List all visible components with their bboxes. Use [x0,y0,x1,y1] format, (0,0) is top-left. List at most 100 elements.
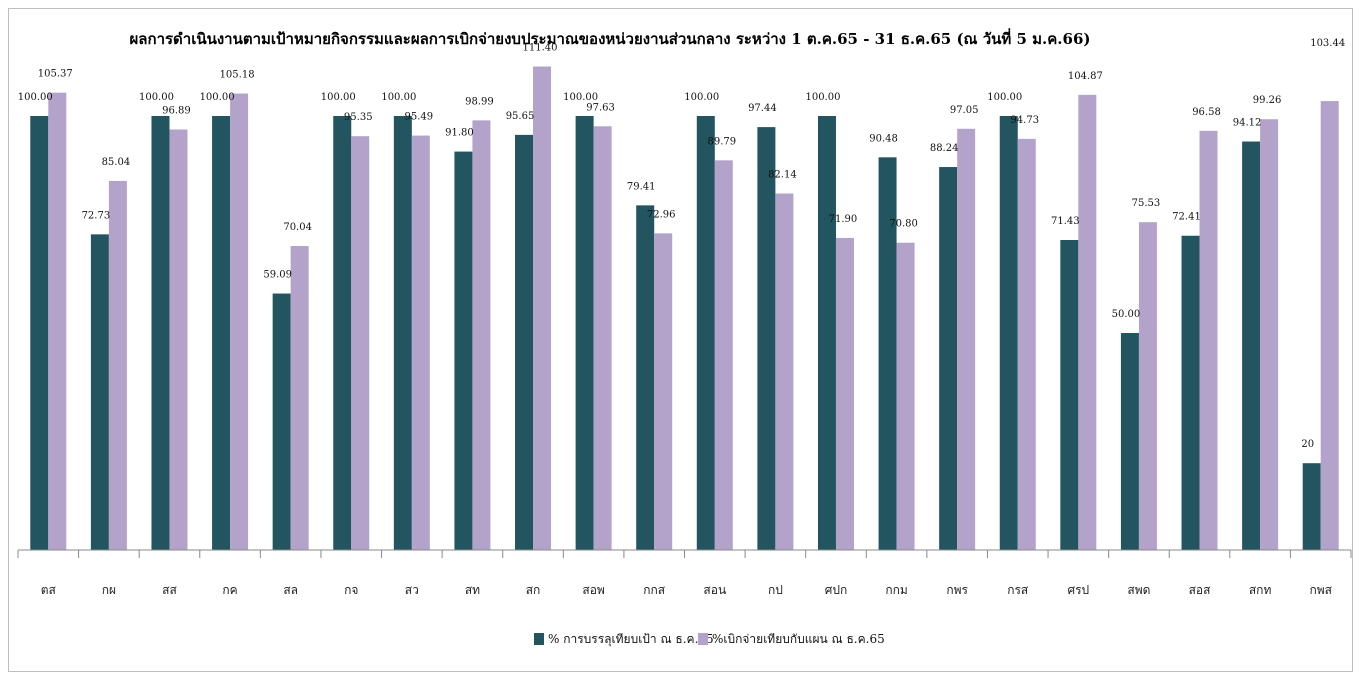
value-label-disbursement-สท: 98.99 [465,96,494,107]
value-label-disbursement-สกท: 99.26 [1253,95,1282,106]
legend-item-achievement-swatch [534,633,544,645]
bar-disbursement-กจ [351,136,370,550]
bar-achievement-สอส [1181,235,1200,550]
value-label-achievement-กรส: 100.00 [987,92,1022,103]
bar-disbursement-ศรป [1078,94,1097,550]
bar-disbursement-กค [230,93,249,550]
value-label-disbursement-สอพ: 97.63 [586,102,615,113]
bar-achievement-ศปก [817,116,836,550]
bar-achievement-สว [393,116,412,550]
bar-achievement-ศรป [1060,239,1079,550]
value-label-achievement-สอพ: 100.00 [563,92,598,103]
bar-achievement-ตส [30,116,49,550]
bar-disbursement-สว [411,135,430,550]
value-label-disbursement-กจ: 95.35 [344,112,373,123]
value-label-disbursement-กพร: 97.05 [950,105,979,116]
value-label-disbursement-ตส: 105.37 [38,69,73,80]
value-label-achievement-กผ: 72.73 [82,210,111,221]
category-label-กพส: กพส [1309,583,1332,597]
value-label-achievement-สก: 95.65 [506,111,535,122]
value-label-achievement-ตส: 100.00 [18,92,53,103]
value-label-disbursement-สว: 95.49 [405,112,434,123]
value-label-disbursement-ศรป: 104.87 [1068,71,1103,82]
value-label-disbursement-สอน: 89.79 [707,136,736,147]
bar-disbursement-ตส [48,92,67,550]
bar-achievement-สท [454,151,473,550]
value-label-disbursement-สส: 96.89 [162,105,191,116]
value-label-disbursement-กพส: 103.44 [1310,38,1345,49]
value-label-achievement-สอส: 72.41 [1172,212,1201,223]
bar-achievement-กพส [1302,463,1321,550]
bar-achievement-กจ [333,116,352,550]
bar-disbursement-สล [290,246,309,550]
category-label-สอน: สอน [703,583,726,597]
bar-disbursement-กกส [654,233,673,550]
value-label-achievement-กพร: 88.24 [930,143,959,154]
value-label-achievement-สพด: 50.00 [1112,309,1141,320]
value-labels-layer: 100.00 105.37 72.73 85.04 100.00 96.89 100.00 1… [18,38,1345,450]
chart-title: ผลการดำเนินงานตามเป้าหมายกิจกรรมและผลการ… [130,28,1091,48]
category-label-สว: สว [405,583,419,597]
value-label-disbursement-ศปก: 71.90 [829,214,858,225]
category-label-กรส: กรส [1007,583,1029,597]
category-label-กผ: กผ [102,583,116,597]
category-label-กป: กป [768,583,783,597]
bar-disbursement-ศปก [835,237,854,551]
category-label-สส: สส [162,583,177,597]
value-label-achievement-สอน: 100.00 [684,92,719,103]
bar-achievement-กกส [636,205,655,550]
bar-disbursement-สก [533,66,552,551]
x-axis: ตส กผ สส กค สล กจ สว สท สก สอพ กกส สอน กป ศปก กกม กพร กร… [17,549,1352,597]
legend-item-disbursement-label: %เบิกจ่ายเทียบกับแผน ณ ธ.ค.65 [712,632,885,646]
value-label-disbursement-กรส: 94.73 [1010,115,1039,126]
value-label-disbursement-สล: 70.04 [283,222,312,233]
value-label-achievement-กกม: 90.48 [869,133,898,144]
bar-disbursement-กพร [957,128,976,551]
bar-disbursement-กป [775,193,794,551]
value-label-achievement-กจ: 100.00 [321,92,356,103]
value-label-achievement-กค: 100.00 [200,92,235,103]
category-label-สล: สล [283,583,298,597]
category-label-ศรป: ศรป [1067,583,1089,597]
value-label-disbursement-กป: 82.14 [768,170,797,181]
bar-achievement-กผ [90,234,109,550]
category-label-กพร: กพร [946,583,968,597]
bar-achievement-กค [212,116,231,550]
bar-disbursement-สอส [1199,130,1218,550]
value-label-disbursement-กผ: 85.04 [102,157,131,168]
category-label-สท: สท [465,583,480,597]
bar-achievement-สล [272,293,291,550]
bars-layer [30,66,1339,551]
bar-disbursement-สกท [1260,119,1279,550]
value-label-disbursement-สก: 111.40 [523,43,558,54]
bar-disbursement-สท [472,120,491,551]
value-label-achievement-สว: 100.00 [381,92,416,103]
bar-achievement-สอน [696,116,715,550]
category-label-กค: กค [222,583,237,597]
category-label-กกม: กกม [885,583,907,597]
bar-achievement-สอพ [575,116,594,550]
bar-achievement-สกท [1242,141,1261,550]
value-label-achievement-กป: 97.44 [748,103,777,114]
value-label-disbursement-กค: 105.18 [220,70,255,81]
value-label-achievement-กพส: 20 [1301,439,1314,450]
bar-disbursement-สพด [1138,222,1157,550]
value-label-achievement-สท: 91.80 [445,128,474,139]
bar-achievement-สพด [1120,333,1139,550]
bar-achievement-สก [515,134,534,550]
value-label-disbursement-กกส: 72.96 [647,209,676,220]
category-label-กกส: กกส [643,583,666,597]
category-label-สกท: สกท [1249,583,1272,597]
bar-disbursement-สอน [714,160,733,550]
bar-achievement-สส [151,116,170,550]
legend-item-achievement-label: % การบรรลุเทียบเป้า ณ ธ.ค.65 [548,632,714,647]
bar-achievement-กพร [939,167,958,551]
category-label-ตส: ตส [41,583,57,597]
value-label-achievement-สส: 100.00 [139,92,174,103]
value-label-achievement-สกท: 94.12 [1233,118,1262,129]
category-label-กจ: กจ [344,583,358,597]
bar-achievement-กรส [999,116,1018,550]
value-label-achievement-สล: 59.09 [263,270,292,281]
bar-disbursement-กรส [1017,138,1036,550]
